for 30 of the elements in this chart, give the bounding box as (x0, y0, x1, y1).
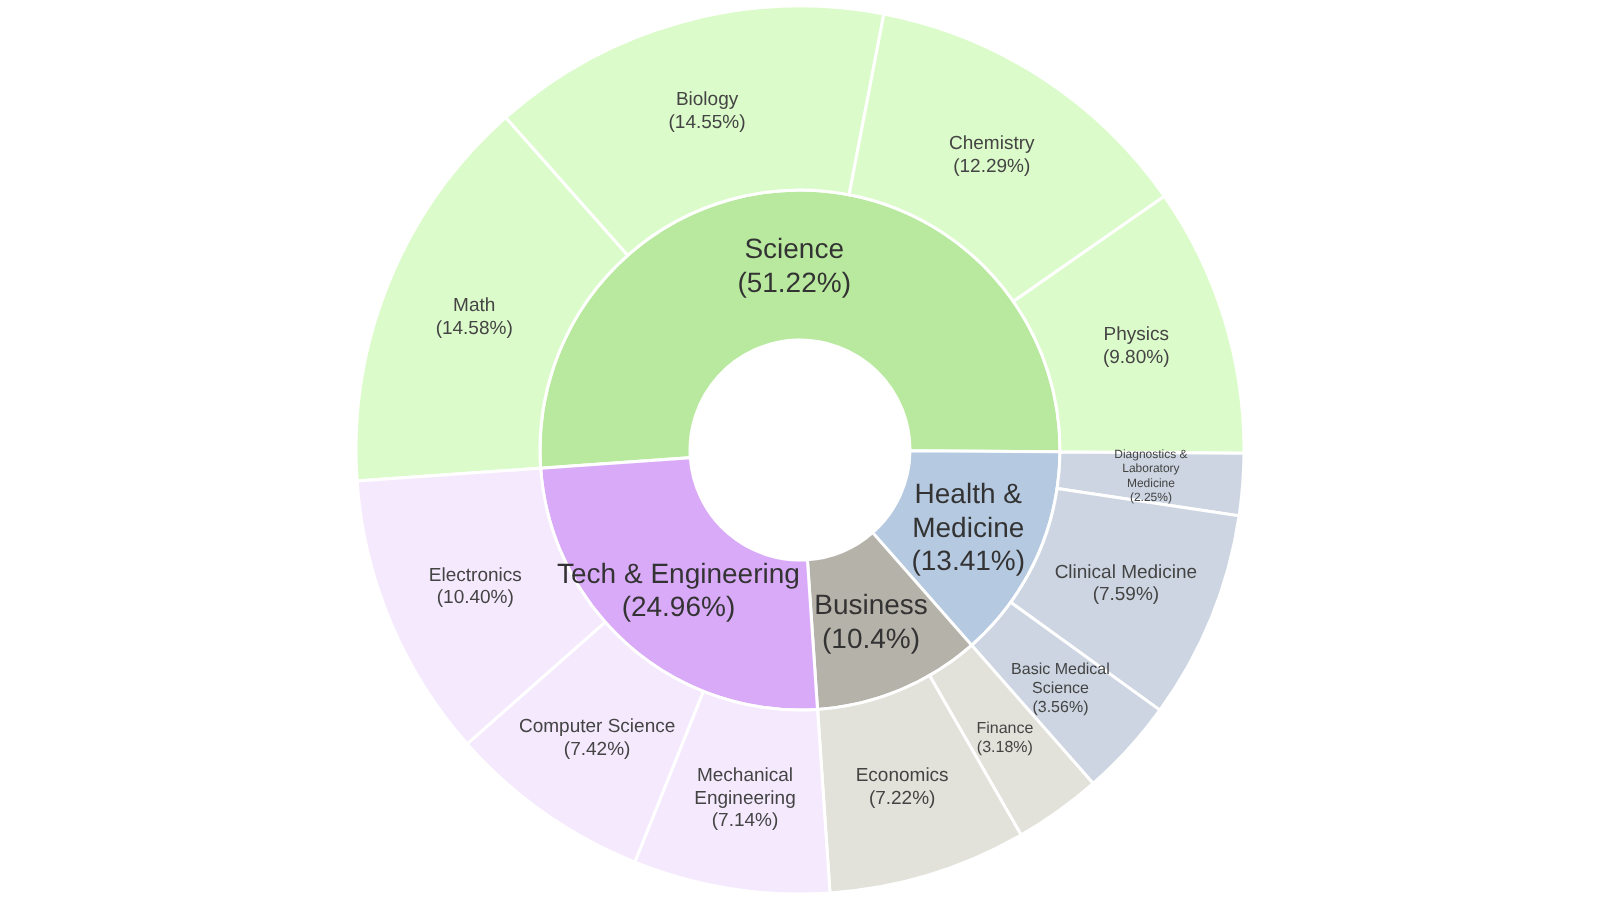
data-label: (7.22%) (868, 787, 936, 810)
data-label: (9.80%) (1102, 346, 1170, 369)
data-label: (3.56%) (1032, 696, 1090, 715)
data-label: (7.42%) (563, 738, 631, 761)
data-label: (51.22%) (737, 265, 852, 298)
category-label: Chemistry (949, 132, 1036, 155)
data-label: (7.59%) (1092, 583, 1160, 606)
category-label: Tech & Engineering (557, 556, 800, 589)
category-label: Biology (675, 88, 739, 111)
data-label: (7.14%) (711, 809, 779, 832)
data-label: (12.29%) (953, 155, 1031, 178)
data-label: (24.96%) (621, 590, 736, 623)
category-label: Finance (976, 717, 1035, 736)
category-label: Basic Medical Science (1011, 658, 1111, 696)
category-label: Computer Science (518, 715, 676, 738)
data-label: (10.4%) (822, 621, 921, 654)
data-label: (10.40%) (436, 586, 514, 609)
category-label: Mechanical Engineering (694, 763, 796, 809)
category-label: Physics (1103, 323, 1170, 346)
data-label: (13.41%) (911, 544, 1026, 577)
category-label: Clinical Medicine (1054, 560, 1198, 583)
category-label: Science (744, 232, 845, 265)
data-label: (14.58%) (435, 317, 513, 340)
data-label: (14.55%) (668, 110, 746, 133)
category-label: Health & Medicine (912, 477, 1025, 543)
data-label: (3.18%) (976, 736, 1034, 755)
category-label: Math (453, 294, 496, 317)
category-label: Electronics (428, 563, 523, 586)
category-label: Economics (855, 764, 950, 787)
category-label: Business (814, 588, 928, 621)
